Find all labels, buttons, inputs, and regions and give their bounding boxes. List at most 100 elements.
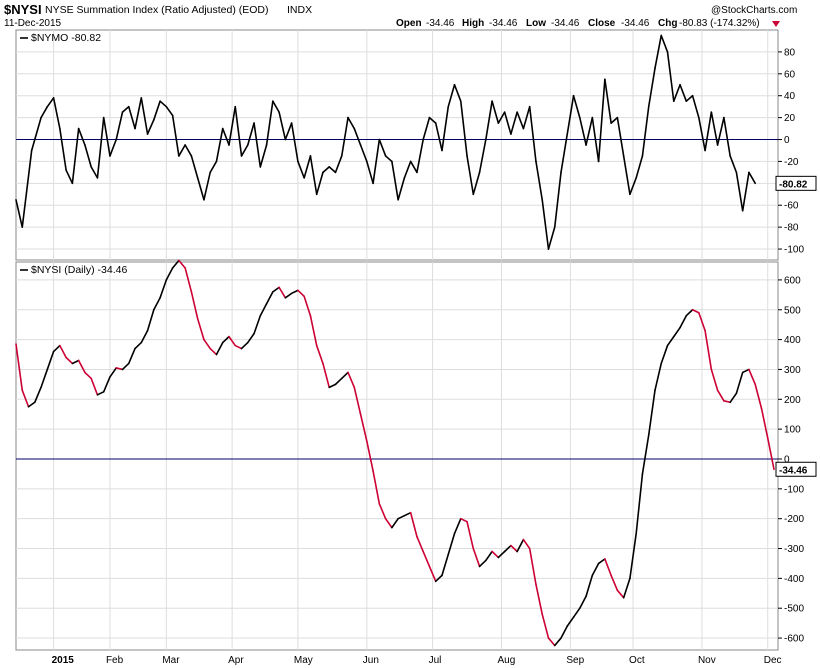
x-tick-label: 2015 [52,655,75,666]
series-segment [522,105,531,130]
series-segment [234,105,243,157]
series-segment [278,286,287,299]
series-segment [579,595,587,610]
y-tick-label: -80 [784,223,799,234]
x-tick-label: Aug [497,655,515,666]
series-segment [428,116,437,124]
low-value: -34.46 [551,18,580,29]
panel-border [15,261,779,651]
series-segment [84,371,92,380]
series-segment [265,100,274,146]
series-segment [153,297,161,311]
x-tick-label: May [294,655,313,666]
series-segment [409,511,418,538]
series-segment [159,100,168,108]
series-segment [284,122,293,141]
series-segment [641,105,650,157]
series-segment [472,547,481,568]
series-segment [190,291,199,320]
series-segment [635,155,644,179]
chg-value: -80.83 (-174.32%) [679,18,760,29]
series-segment [478,138,487,174]
down-arrow-icon [772,21,780,27]
series-segment [553,171,562,228]
y-tick-label: 80 [784,47,796,58]
y-tick-label: -600 [784,634,804,645]
series-segment [503,544,512,553]
chart-date: 11-Dec-2015 [4,18,62,29]
series-segment [353,386,362,416]
series-segment [428,565,437,583]
series-segment [253,122,262,168]
index-name: NYSE Summation Index (Ratio Adjusted) (E… [45,4,269,16]
series-segment [447,532,456,556]
series-segment [184,144,193,157]
series-segment [121,362,130,371]
series-segment [77,127,86,146]
series-segment [109,367,118,378]
series-segment [278,111,287,141]
series-segment [447,83,456,108]
series-segment [378,502,387,520]
series-segment [40,368,49,389]
series-segment [196,177,205,201]
symbol-title: $NYSI [4,2,42,17]
y-tick-label: -500 [784,604,804,615]
series-segment [654,362,663,392]
series-segment [102,116,111,157]
series-segment [259,302,268,317]
exchange-label: INDX [287,4,312,16]
x-tick-label: Jun [363,655,379,666]
x-tick-label: Jul [429,655,442,666]
legend-title: $NYSI (Daily) -34.46 [31,264,127,276]
x-tick-label: Sep [566,655,584,666]
series-segment [591,562,600,577]
series-segment [15,343,24,392]
y-tick-label: -100 [784,484,804,495]
x-tick-label: Apr [228,655,244,666]
series-segment [178,259,186,269]
series-segment [685,94,694,102]
series-segment [372,470,381,505]
series-segment [723,116,731,157]
series-segment [384,155,393,163]
series-segment [666,335,675,347]
series-segment [146,119,155,135]
series-segment [760,407,769,439]
series-segment [510,111,518,135]
close-label: Close [588,18,616,29]
high-value: -34.46 [489,18,518,29]
series-segment [691,94,700,119]
series-segment [434,574,443,583]
series-segment [629,177,637,196]
y-tick-label: 0 [784,135,790,146]
x-tick-label: Dec [764,655,782,666]
series-segment [127,347,136,365]
series-segment [171,114,180,157]
series-segment [171,259,180,269]
series-segment [165,267,174,281]
series-segment [322,166,331,174]
series-segment [127,105,136,130]
series-segment [59,344,67,359]
series-segment [741,368,750,374]
series-segment [221,127,230,146]
series-segment [52,344,61,353]
series-segment [416,535,424,553]
series-segment [416,138,424,174]
series-segment [209,160,218,174]
series-segment [15,198,24,228]
series-segment [384,517,393,529]
series-segment [246,332,255,344]
series-segment [741,171,750,212]
series-segment [547,226,556,250]
series-segment [90,377,99,396]
series-segment [660,344,669,365]
series-segment [46,350,55,371]
series-segment [535,160,544,201]
series-segment [315,344,324,365]
series-segment [654,34,663,70]
y-tick-label: 0 [784,454,790,465]
series-segment [366,160,374,185]
